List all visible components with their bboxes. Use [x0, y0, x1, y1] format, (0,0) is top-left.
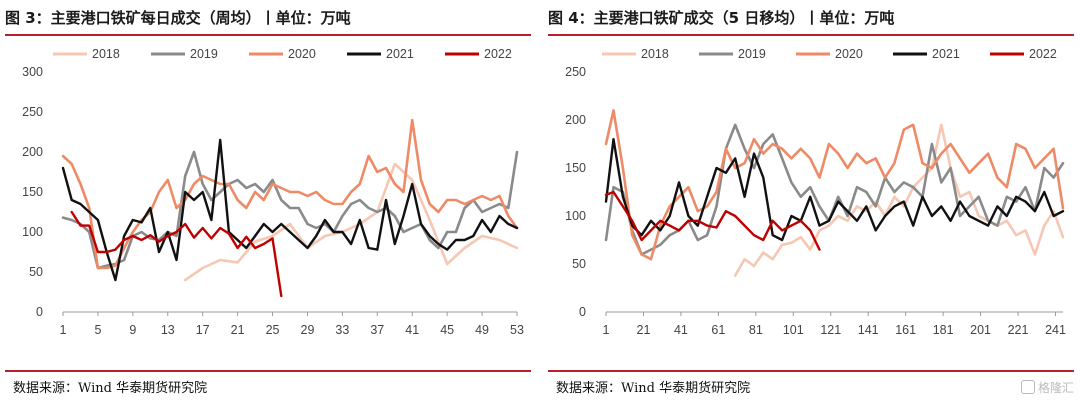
series-line-2022 — [70, 210, 283, 298]
y-tick-label: 200 — [565, 113, 586, 127]
y-tick-label: 50 — [572, 257, 586, 271]
legend-label-2020: 2020 — [288, 47, 316, 61]
series-line-2021 — [604, 137, 1065, 242]
x-tick-label: 25 — [266, 323, 280, 337]
line-chart-left: 0 50 100 150 200 250 300 1 5 9 13 17 21 25 29 33 37 41 45 4… — [22, 47, 524, 337]
y-tick-label: 250 — [22, 105, 43, 119]
series-line-2020 — [604, 109, 1065, 261]
y-tick-label: 150 — [565, 161, 586, 175]
x-tick-label: 45 — [440, 323, 454, 337]
series-line-2022 — [604, 190, 821, 251]
y-tick-label: 0 — [36, 305, 43, 319]
x-tick-label: 141 — [858, 323, 879, 337]
x-tick-label: 53 — [510, 323, 524, 337]
title-rule-left — [5, 34, 531, 36]
series-line-2018 — [733, 123, 1065, 277]
x-tick-label: 241 — [1045, 323, 1066, 337]
legend-label-2022: 2022 — [1029, 47, 1057, 61]
y-tick-label: 200 — [22, 145, 43, 159]
chart-title-left: 图 3：主要港口铁矿每日成交（周均）丨单位：万吨 — [5, 9, 351, 27]
legend-label-2021: 2021 — [932, 47, 960, 61]
y-tick-label: 50 — [29, 265, 43, 279]
x-tick-label: 49 — [475, 323, 489, 337]
watermark-text: 格隆汇 — [1037, 381, 1074, 395]
y-tick-label: 100 — [565, 209, 586, 223]
x-tick-label: 101 — [783, 323, 804, 337]
x-tick-label: 33 — [335, 323, 349, 337]
watermark-logo-icon — [1020, 380, 1035, 394]
legend-label-2018: 2018 — [92, 47, 120, 61]
x-tick-label: 21 — [231, 323, 245, 337]
title-rule-right — [548, 34, 1074, 36]
x-tick-label: 201 — [970, 323, 991, 337]
legend-label-2022: 2022 — [484, 47, 512, 61]
x-tick-label: 17 — [196, 323, 210, 337]
x-tick-label: 5 — [94, 323, 101, 337]
x-tick-label: 41 — [674, 323, 688, 337]
legend-label-2019: 2019 — [738, 47, 766, 61]
series-line-2020 — [61, 118, 519, 270]
source-note-left: 数据来源：Wind 华泰期货研究院 — [13, 381, 208, 396]
x-tick-label: 1 — [60, 323, 67, 337]
series-line-2019 — [61, 150, 519, 270]
y-tick-label: 150 — [22, 185, 43, 199]
series-line-2019 — [604, 123, 1065, 256]
x-tick-label: 13 — [161, 323, 175, 337]
series-line-2018 — [183, 162, 519, 282]
y-tick-label: 250 — [565, 65, 586, 79]
chart-panel-right: 图 4：主要港口铁矿成交（5 日移均）丨单位：万吨 0 50 100 150 200 25… — [548, 0, 1078, 403]
y-tick-label: 300 — [22, 65, 43, 79]
x-tick-label: 1 — [603, 323, 610, 337]
x-tick-label: 37 — [370, 323, 384, 337]
x-tick-label: 161 — [895, 323, 916, 337]
x-tick-label: 181 — [933, 323, 954, 337]
x-tick-label: 81 — [749, 323, 763, 337]
y-tick-label: 100 — [22, 225, 43, 239]
x-tick-label: 121 — [820, 323, 841, 337]
series-line-2021 — [61, 138, 519, 282]
x-tick-label: 29 — [301, 323, 315, 337]
x-tick-label: 221 — [1008, 323, 1029, 337]
chart-title-right: 图 4：主要港口铁矿成交（5 日移均）丨单位：万吨 — [548, 9, 895, 27]
legend-label-2020: 2020 — [835, 47, 863, 61]
legend-label-2018: 2018 — [641, 47, 669, 61]
source-rule-right — [548, 370, 1074, 372]
x-tick-label: 41 — [405, 323, 419, 337]
x-tick-label: 9 — [129, 323, 136, 337]
watermark: 格隆汇 — [1020, 379, 1074, 396]
legend-label-2021: 2021 — [386, 47, 414, 61]
x-tick-label: 61 — [711, 323, 725, 337]
y-tick-label: 0 — [579, 305, 586, 319]
source-note-right: 数据来源：Wind 华泰期货研究院 — [556, 381, 751, 396]
x-tick-label: 21 — [637, 323, 651, 337]
chart-panel-left: 图 3：主要港口铁矿每日成交（周均）丨单位：万吨 0 50 100 150 200 250… — [5, 0, 535, 403]
source-rule-left — [5, 370, 531, 372]
legend-label-2019: 2019 — [190, 47, 218, 61]
